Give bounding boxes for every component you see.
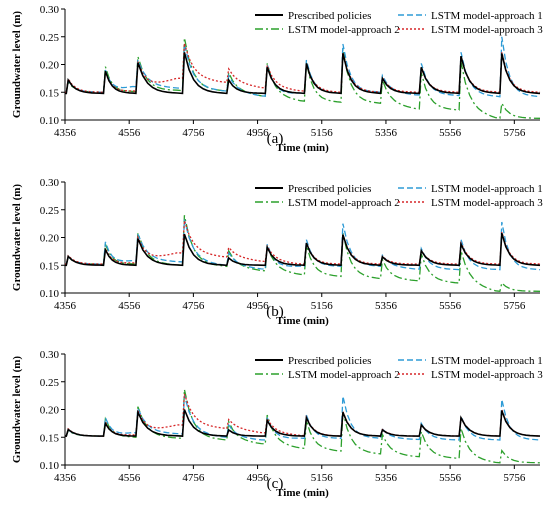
y-axis-label: Groundwater level (m) [11,356,23,463]
y-tick-label: 0.20 [40,233,60,245]
series-line-a1 [65,219,541,271]
x-tick-label: 4956 [247,472,270,484]
series-line-a3 [65,43,541,94]
series-line-prescribed [65,232,541,267]
legend-label-a3: LSTM model-approach 3 [431,24,543,36]
x-tick-label: 5556 [439,472,462,484]
x-tick-label: 5756 [503,300,526,312]
y-tick-label: 0.25 [40,205,60,217]
x-axis-label: Time (min) [276,142,329,154]
legend-label-a1: LSTM model-approach 1 [431,355,543,367]
panel-caption: (b) [266,304,284,320]
x-tick-label: 5556 [439,127,462,139]
legend-label-a2: LSTM model-approach 2 [288,197,400,209]
series-line-a3 [65,220,541,265]
legend-label-a2: LSTM model-approach 2 [288,24,400,36]
legend: Prescribed policies LSTM model-approach 1… [255,10,543,36]
x-tick-label: 5156 [311,472,334,484]
x-tick-label: 5756 [503,472,526,484]
y-tick-label: 0.10 [40,288,60,300]
y-tick-label: 0.10 [40,460,60,472]
x-tick-label: 4756 [182,300,205,312]
series-line-a2 [65,389,541,464]
panel-caption: (c) [267,476,284,492]
y-tick-label: 0.20 [40,60,60,72]
legend-label-prescribed: Prescribed policies [288,355,371,367]
x-tick-label: 5156 [311,127,334,139]
series-line-prescribed [65,52,541,95]
chart-panel-2: 0.10 0.15 0.20 0.25 0.30 4356 4556 4756 4956 5156… [11,177,543,327]
y-tick-label: 0.25 [40,377,60,389]
y-tick-label: 0.10 [40,115,60,127]
series-line-prescribed [65,409,541,437]
x-tick-label: 5756 [503,127,526,139]
y-tick-label: 0.15 [40,432,60,444]
legend-label-a3: LSTM model-approach 3 [431,197,543,209]
x-tick-label: 5356 [375,300,398,312]
series-line-a1 [65,395,541,441]
legend-label-a1: LSTM model-approach 1 [431,183,543,195]
legend: Prescribed policies LSTM model-approach 1… [255,355,543,381]
x-axis-label: Time (min) [276,315,329,327]
x-tick-label: 4756 [182,472,205,484]
legend-label-a3: LSTM model-approach 3 [431,369,543,381]
y-tick-label: 0.30 [40,177,60,189]
legend-label-a2: LSTM model-approach 2 [288,369,400,381]
x-tick-label: 5156 [311,300,334,312]
x-tick-label: 4556 [118,300,141,312]
y-tick-label: 0.15 [40,260,60,272]
x-axis-label: Time (min) [276,487,329,499]
legend-label-prescribed: Prescribed policies [288,10,371,22]
y-tick-label: 0.20 [40,405,60,417]
y-axis-label: Groundwater level (m) [11,184,23,291]
x-tick-label: 4556 [118,472,141,484]
legend: Prescribed policies LSTM model-approach 1… [255,183,543,209]
y-tick-label: 0.25 [40,32,60,44]
series-line-a2 [65,215,541,293]
x-tick-label: 4356 [54,300,77,312]
x-tick-label: 4356 [54,472,77,484]
y-tick-label: 0.30 [40,4,60,16]
y-tick-label: 0.30 [40,349,60,361]
x-tick-label: 5356 [375,472,398,484]
x-tick-label: 4956 [247,300,270,312]
panel-caption: (a) [267,131,284,147]
legend-label-prescribed: Prescribed policies [288,183,371,195]
x-tick-label: 5356 [375,127,398,139]
x-tick-label: 4356 [54,127,77,139]
x-tick-label: 4556 [118,127,141,139]
chart-panel-3: 0.10 0.15 0.20 0.25 0.30 4356 4556 4756 4956 5156… [11,349,543,499]
x-tick-label: 5556 [439,300,462,312]
y-axis-label: Groundwater level (m) [11,11,23,118]
x-tick-label: 4956 [247,127,270,139]
x-tick-label: 4756 [182,127,205,139]
chart-panel-1: 0.10 0.15 0.20 0.25 0.30 4356 4556 4756 4956 5156… [11,4,543,154]
legend-label-a1: LSTM model-approach 1 [431,10,543,22]
y-tick-label: 0.15 [40,87,60,99]
